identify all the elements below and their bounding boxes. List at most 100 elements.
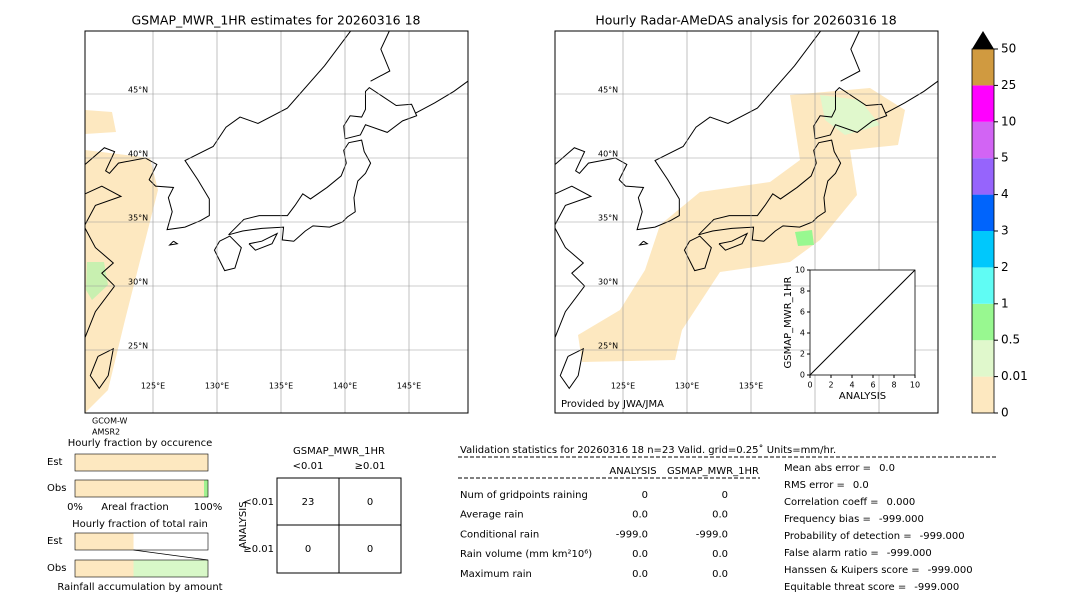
bar-frame xyxy=(74,532,209,551)
lon-label: 130°E xyxy=(205,382,229,391)
colorbar-label: 5 xyxy=(1001,151,1009,165)
map-frame xyxy=(554,30,939,414)
bar xyxy=(75,480,205,497)
lon-label: 145°E xyxy=(397,382,421,391)
colorbar-label: 50 xyxy=(1001,42,1016,56)
score-label: RMS error = xyxy=(784,480,845,491)
bar xyxy=(75,454,208,471)
coastline xyxy=(248,232,279,251)
stat-value: 0.0 xyxy=(632,549,648,560)
colorbar-label: 2 xyxy=(1001,260,1009,274)
column-header: ≥0.01 xyxy=(355,461,386,472)
coastline xyxy=(559,347,585,390)
map-body xyxy=(85,31,468,413)
coastline xyxy=(343,86,418,140)
bar xyxy=(204,480,208,497)
y-tick-label: 8 xyxy=(800,287,805,296)
bar-frame xyxy=(74,453,209,472)
score-value: -999.000 xyxy=(928,565,973,576)
score: Probability of detection = -999.000 xyxy=(784,531,965,542)
lat-label: 45°N xyxy=(598,86,618,95)
lon-label: 140°E xyxy=(333,382,357,391)
score-label: Correlation coeff = xyxy=(784,497,879,508)
y-tick-label: 4 xyxy=(800,329,805,338)
y-tick-label: 10 xyxy=(795,266,805,275)
table-cell: 0 xyxy=(367,544,373,555)
score-label: False alarm ratio = xyxy=(784,548,879,559)
x-tick-label: 8 xyxy=(891,381,896,390)
score: Frequency bias = -999.000 xyxy=(784,514,924,525)
row-title: ANALYSIS xyxy=(238,501,249,548)
rain-area xyxy=(578,88,905,362)
satellite: AMSR2 xyxy=(92,428,120,437)
score-value: -999.000 xyxy=(914,582,959,593)
category-label: Est xyxy=(47,536,63,547)
rain-area xyxy=(85,150,158,413)
one-to-one xyxy=(809,269,916,376)
coastline xyxy=(840,31,861,82)
column-header: ANALYSIS xyxy=(609,466,656,477)
score: RMS error = 0.0 xyxy=(784,480,869,491)
score-value: -999.000 xyxy=(920,531,965,542)
colorbar-label: 3 xyxy=(1001,224,1009,238)
lon-label: 125°E xyxy=(611,382,635,391)
lat-label: 25°N xyxy=(128,342,148,351)
map-frame xyxy=(84,30,469,414)
stat-value: 0 xyxy=(642,490,648,501)
coastline xyxy=(370,31,391,82)
stat-label: Average rain xyxy=(460,510,524,521)
lat-label: 45°N xyxy=(128,86,148,95)
lon-label: 135°E xyxy=(269,382,293,391)
row-header: ≥0.01 xyxy=(243,544,274,555)
coastline xyxy=(555,228,586,338)
coastline xyxy=(415,80,468,114)
coastline xyxy=(555,185,593,225)
score-value: -999.000 xyxy=(879,514,924,525)
colorbar-label: 0.5 xyxy=(1001,333,1020,347)
coastline xyxy=(683,235,712,272)
colorbar-extend xyxy=(972,31,994,49)
stat-label: Num of gridpoints raining xyxy=(460,490,588,501)
coastline xyxy=(85,228,116,338)
coastline xyxy=(698,139,842,242)
colorbar-label: 4 xyxy=(1001,187,1009,201)
y-tick-label: 0 xyxy=(800,371,805,380)
stat-value: 0.0 xyxy=(712,549,728,560)
colorbar-label: 1 xyxy=(1001,296,1009,310)
coastline xyxy=(813,86,888,140)
coastline xyxy=(638,240,649,246)
score-value: 0.000 xyxy=(887,497,916,508)
colorbar-segment xyxy=(972,231,994,268)
lat-label: 30°N xyxy=(598,278,618,287)
coastline xyxy=(85,185,123,225)
stat-value: -999.0 xyxy=(616,529,648,540)
score: Hanssen & Kuipers score = -999.000 xyxy=(784,565,973,576)
map: 45°N 40°N 35°N 30°N 25°N 125°E 130°E 135°E 140°E… xyxy=(84,30,469,414)
rain-area xyxy=(85,110,116,134)
score-label: Probability of detection = xyxy=(784,531,912,542)
table-cell: 0 xyxy=(367,497,373,508)
coastline xyxy=(168,240,179,246)
bar xyxy=(75,560,134,577)
bar xyxy=(133,560,208,577)
lat-label: 30°N xyxy=(128,278,148,287)
lat-label: 25°N xyxy=(598,342,618,351)
colorbar-label: 0 xyxy=(1001,406,1009,420)
bar-frame xyxy=(74,559,209,578)
column-header: <0.01 xyxy=(293,461,324,472)
colorbar-segment xyxy=(972,376,994,413)
stat-value: 0.0 xyxy=(712,569,728,580)
x-axis-label: ANALYSIS xyxy=(839,391,886,402)
category-label: Obs xyxy=(47,483,66,494)
x-tick-label: 0 xyxy=(807,381,812,390)
lon-label: 135°E xyxy=(739,382,763,391)
map-title: Hourly Radar-AMeDAS analysis for 2026031… xyxy=(595,13,896,28)
table-cell: 23 xyxy=(302,497,315,508)
x-tick-label: 6 xyxy=(870,381,875,390)
score: Mean abs error = 0.0 xyxy=(784,463,895,474)
colorbar-label: 25 xyxy=(1001,78,1016,92)
colorbar-label: 10 xyxy=(1001,114,1016,128)
x-tick-label: 4 xyxy=(849,381,854,390)
coastline xyxy=(213,235,242,272)
